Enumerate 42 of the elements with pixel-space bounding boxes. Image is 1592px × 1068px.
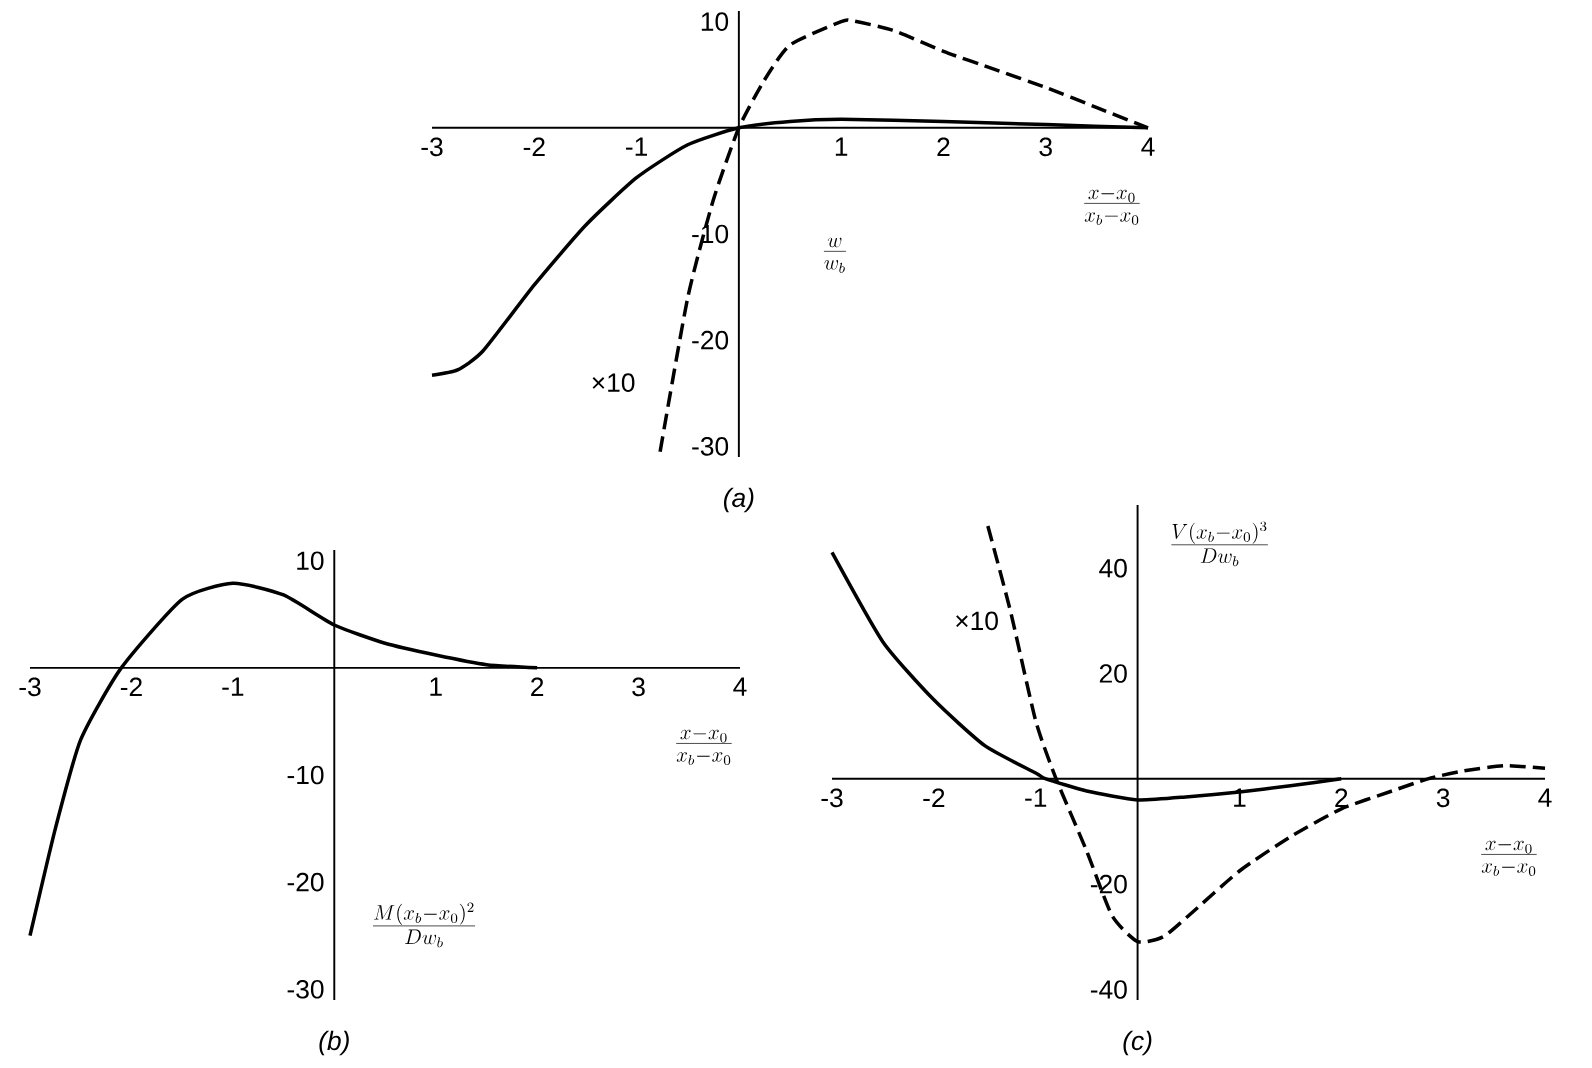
annotation: ×10: [592, 373, 635, 392]
x-tick-label: 1: [430, 677, 442, 696]
x-tick-label: -1: [626, 137, 648, 156]
x-tick-label: 4: [1141, 137, 1155, 156]
x-tick-label: -2: [923, 788, 945, 807]
x-tick-label: 2: [1335, 788, 1348, 807]
x-tick-label: -3: [821, 788, 843, 808]
x-tick-label: 1: [835, 137, 848, 156]
x-axis-title: $\frac{x - x_0}{x_b - x_0}$: [1481, 840, 1537, 876]
text: (c): [1123, 1030, 1152, 1056]
y-tick-label: 10: [701, 12, 729, 31]
x-tick-label: -3: [19, 677, 41, 697]
x-tick-label: -2: [523, 137, 545, 156]
x-tick-label: -1: [1025, 788, 1047, 807]
x-tick-label: -2: [120, 677, 142, 696]
text: (b): [319, 1030, 349, 1056]
x-axis-title: $\frac{x - x_0}{x_b - x_0}$: [676, 729, 732, 765]
x-tick-label: 3: [1039, 137, 1052, 157]
y-tick-label: -40: [1090, 980, 1127, 999]
y-tick-label: 10: [297, 551, 324, 571]
y-tick-label: -30: [287, 979, 324, 999]
y-tick-label: 20: [1099, 664, 1127, 683]
x-tick-label: 4: [1538, 788, 1552, 807]
x-tick-label: -3: [421, 137, 443, 157]
text: (a): [724, 487, 754, 513]
x-tick-label: 3: [1436, 788, 1450, 808]
y-tick-label: -10: [287, 765, 324, 785]
y-axis-title: $\frac{M(x_b - x_0)^2}{D w_b}$: [373, 902, 476, 948]
x-axis-title: $\frac{x - x_0}{x_b - x_0}$: [1084, 189, 1140, 225]
y-tick-label: -20: [287, 872, 324, 892]
y-axis-title: $\frac{V(x_b - x_0)^3}{D w_b}$: [1171, 521, 1268, 567]
x-tick-label: 4: [733, 677, 747, 696]
x-tick-label: 2: [531, 677, 544, 696]
annotation: ×10: [956, 611, 998, 631]
y-axis-title: $\frac{w}{w_b}$: [823, 237, 846, 273]
x-tick-label: -1: [222, 677, 244, 696]
y-tick-label: 40: [1099, 558, 1127, 578]
y-tick-label: -30: [692, 437, 729, 456]
x-tick-label: 3: [632, 677, 645, 697]
y-tick-label: -10: [692, 224, 729, 244]
x-tick-label: 2: [937, 137, 950, 156]
y-tick-label: -20: [692, 330, 729, 350]
